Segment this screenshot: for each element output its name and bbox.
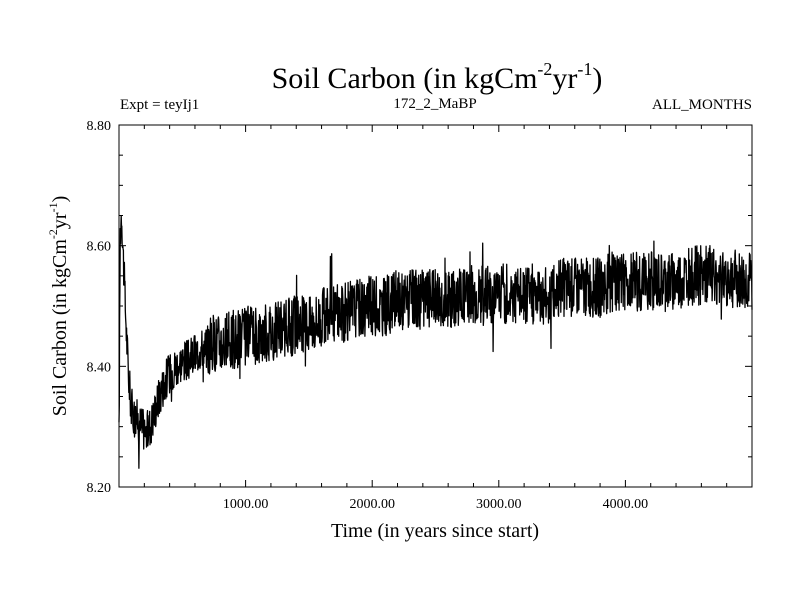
x-tick-label: 3000.00 [476,497,522,512]
experiment-label: Expt = teyIj1 [120,97,199,113]
chart-title: Soil Carbon (in kgCm-2yr-1) [272,59,603,95]
y-axis-label: Soil Carbon (in kgCm-2yr-1) [46,196,71,417]
y-tick-label: 8.60 [87,240,112,255]
y-tick-label: 8.80 [87,119,112,134]
x-tick-label: 1000.00 [223,497,269,512]
months-label: ALL_MONTHS [652,97,752,113]
x-axis-label: Time (in years since start) [331,520,539,542]
x-tick-label: 4000.00 [603,497,649,512]
y-tick-label: 8.40 [87,360,112,375]
period-label: 172_2_MaBP [393,96,476,112]
series-line [118,214,753,469]
x-tick-label: 2000.00 [349,497,395,512]
plot-frame [118,124,753,488]
x-axis-ticks: 1000.00 2000.00 3000.00 4000.00 [143,125,728,512]
y-tick-label: 8.20 [87,481,112,496]
